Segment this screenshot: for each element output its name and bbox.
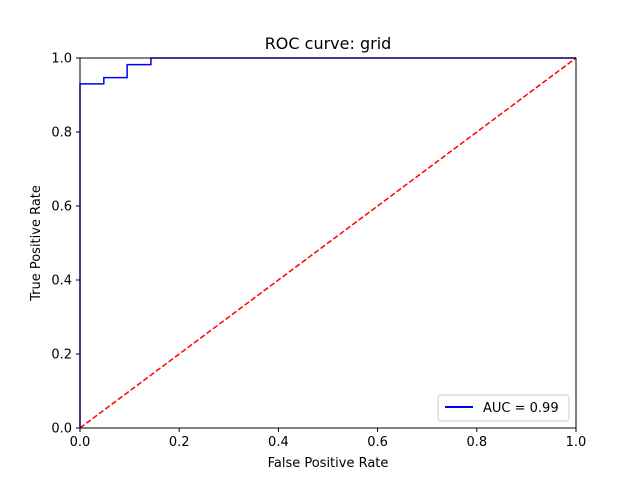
x-tick-label: 0.2 <box>169 435 190 450</box>
plot-area-frame <box>79 57 577 429</box>
y-tick-label: 0.0 <box>51 422 72 437</box>
chance-diagonal-line <box>79 57 577 429</box>
y-tick-label: 0.4 <box>51 274 72 289</box>
chart-title: ROC curve: grid <box>265 34 392 53</box>
y-tick-label: 0.2 <box>51 348 72 363</box>
y-axis-label: True Positive Rate <box>29 185 44 302</box>
x-axis-label: False Positive Rate <box>268 456 389 471</box>
x-tick-label: 0.4 <box>268 435 289 450</box>
legend: AUC = 0.99 <box>437 394 570 422</box>
legend-box <box>437 394 570 422</box>
y-tick-label: 0.8 <box>51 126 72 141</box>
x-tick-label: 0.0 <box>70 435 91 450</box>
x-tick-label: 1.0 <box>566 435 587 450</box>
y-tick-label: 1.0 <box>51 52 72 67</box>
series-layer <box>79 57 577 429</box>
y-axis: 0.0 0.2 0.4 0.6 0.8 1.0 <box>51 52 80 437</box>
y-tick-label: 0.6 <box>51 200 72 215</box>
roc-curve-line <box>79 57 576 428</box>
legend-entry-label: AUC = 0.99 <box>483 401 559 416</box>
x-tick-label: 0.6 <box>367 435 388 450</box>
x-tick-label: 0.8 <box>466 435 487 450</box>
x-axis: 0.0 0.2 0.4 0.6 0.8 1.0 <box>70 428 587 450</box>
